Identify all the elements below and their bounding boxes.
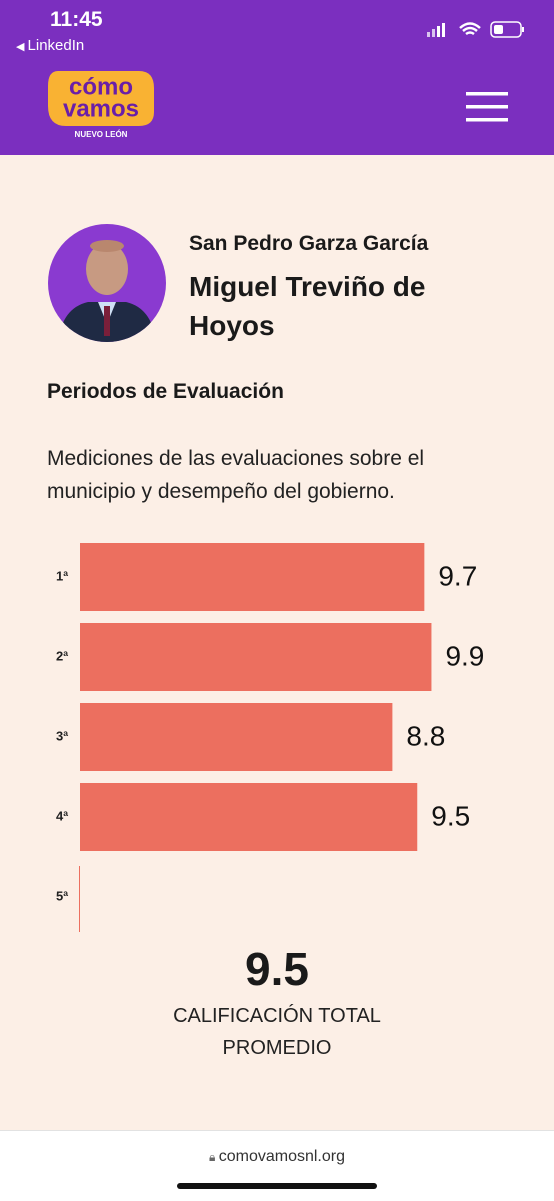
status-icons xyxy=(427,21,524,38)
browser-bar: 🔒︎ comovamosnl.org xyxy=(0,1130,554,1201)
status-time: 11:45 xyxy=(50,8,103,31)
logo-line2: vamos xyxy=(63,95,139,122)
total-score: 9.5 xyxy=(245,943,309,995)
url-bar[interactable]: 🔒︎ comovamosnl.org xyxy=(209,1148,345,1165)
section-description: Mediciones de las evaluaciones sobre el … xyxy=(47,447,425,503)
value-label: 9.5 xyxy=(431,800,470,831)
back-link-text[interactable]: LinkedIn xyxy=(27,37,85,54)
category-label: 1ª xyxy=(56,568,68,583)
category-label: 3ª xyxy=(56,728,68,743)
logo-line1: cómo xyxy=(69,73,133,100)
bar xyxy=(80,623,432,691)
section-title: Periodos de Evaluación xyxy=(47,380,284,403)
bar-chart: 1ª 9.7 2ª 9.9 3ª 8.8 4ª 9.5 5ª xyxy=(56,543,484,932)
logo: cómo vamos NUEVO LEÓN xyxy=(48,71,154,139)
total-label: CALIFICACIÓN TOTAL PROMEDIO xyxy=(173,1005,381,1059)
value-label: 9.7 xyxy=(438,560,477,591)
bar xyxy=(80,703,393,771)
value-label: 8.8 xyxy=(406,720,445,751)
back-link[interactable]: ◀ LinkedIn xyxy=(16,37,85,54)
value-label: 9.9 xyxy=(445,640,484,671)
url[interactable]: comovamosnl.org xyxy=(218,1148,345,1165)
home-indicator xyxy=(177,1183,377,1189)
menu-button[interactable] xyxy=(466,92,508,124)
header-bar: 11:45 ◀ LinkedIn cómo vamos NUEVO LEÓN xyxy=(0,0,554,155)
logo-sub: NUEVO LEÓN xyxy=(75,130,128,139)
category-label: 5ª xyxy=(56,888,68,903)
category-label: 4ª xyxy=(56,808,68,823)
municipality: San Pedro Garza García xyxy=(189,232,429,255)
category-label: 2ª xyxy=(56,648,68,663)
avatar xyxy=(48,224,166,342)
bar xyxy=(80,783,418,851)
official-name: Miguel Treviño de Hoyos xyxy=(189,271,426,341)
bar xyxy=(80,543,425,611)
